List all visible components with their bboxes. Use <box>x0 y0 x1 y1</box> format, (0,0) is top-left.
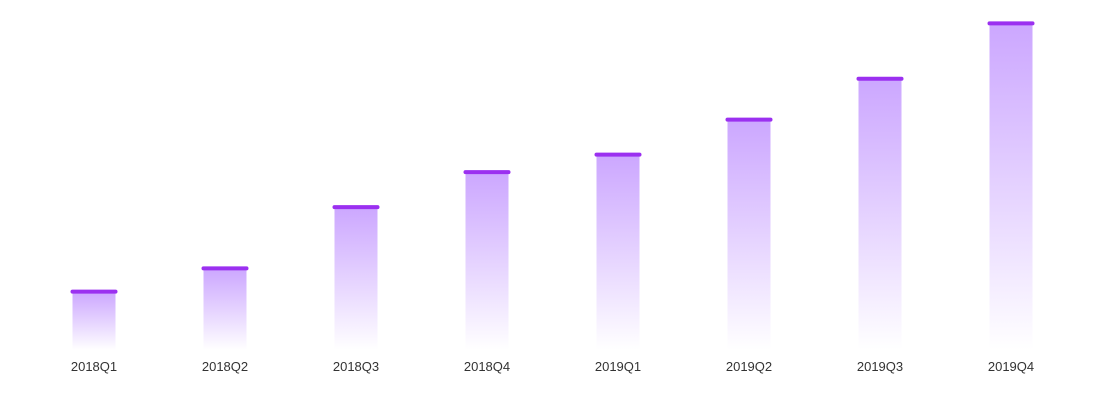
x-tick-label: 2018Q3 <box>333 359 379 374</box>
x-tick-label: 2018Q1 <box>71 359 117 374</box>
bar-2018Q1 <box>72 291 116 350</box>
bar-cap-2019Q1 <box>594 152 642 157</box>
bar-2018Q2 <box>203 268 247 350</box>
bars-layer <box>72 23 1033 350</box>
bar-cap-2019Q2 <box>725 117 773 122</box>
bar-cap-2019Q4 <box>987 21 1035 26</box>
bar-cap-2018Q1 <box>70 289 118 294</box>
bar-cap-2018Q2 <box>201 266 249 271</box>
x-tick-label: 2019Q4 <box>988 359 1034 374</box>
bar-2019Q4 <box>989 23 1033 350</box>
bar-2019Q3 <box>858 78 902 350</box>
x-tick-label: 2018Q4 <box>464 359 510 374</box>
x-axis-tick-labels: 2018Q1 2018Q2 2018Q3 2018Q4 2019Q1 2019Q2 2019… <box>71 359 1034 374</box>
x-tick-label: 2019Q3 <box>857 359 903 374</box>
bar-cap-2018Q3 <box>332 205 380 210</box>
x-tick-label: 2019Q2 <box>726 359 772 374</box>
bar-2019Q2 <box>727 119 771 350</box>
bar-2018Q4 <box>465 172 509 350</box>
bar-2018Q3 <box>334 207 378 350</box>
bar-2019Q1 <box>596 154 640 350</box>
x-tick-label: 2019Q1 <box>595 359 641 374</box>
bar-caps-layer <box>70 21 1035 294</box>
x-tick-label: 2018Q2 <box>202 359 248 374</box>
bar-cap-2018Q4 <box>463 170 511 175</box>
bar-cap-2019Q3 <box>856 76 904 81</box>
